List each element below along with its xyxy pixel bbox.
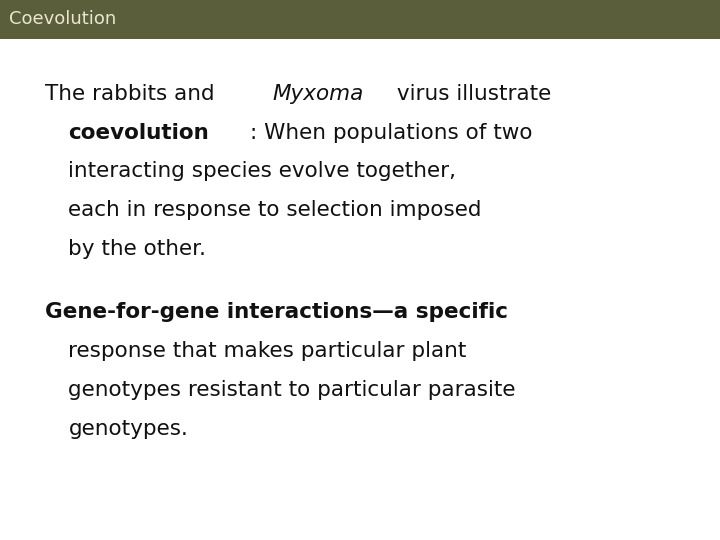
Text: Myxoma: Myxoma	[272, 84, 364, 104]
Text: The rabbits and: The rabbits and	[45, 84, 221, 104]
Text: response that makes particular plant: response that makes particular plant	[68, 341, 467, 361]
Text: genotypes.: genotypes.	[68, 419, 188, 439]
Text: Coevolution: Coevolution	[9, 10, 116, 29]
Text: coevolution: coevolution	[68, 123, 209, 143]
Text: Gene-for-gene interactions—a specific: Gene-for-gene interactions—a specific	[45, 302, 508, 322]
Text: genotypes resistant to particular parasite: genotypes resistant to particular parasi…	[68, 380, 516, 400]
Text: interacting species evolve together,: interacting species evolve together,	[68, 161, 456, 181]
Text: by the other.: by the other.	[68, 239, 207, 259]
Text: each in response to selection imposed: each in response to selection imposed	[68, 200, 482, 220]
Bar	[0, 0, 720, 39]
Text: virus illustrate: virus illustrate	[390, 84, 552, 104]
Text: : When populations of two: : When populations of two	[250, 123, 533, 143]
